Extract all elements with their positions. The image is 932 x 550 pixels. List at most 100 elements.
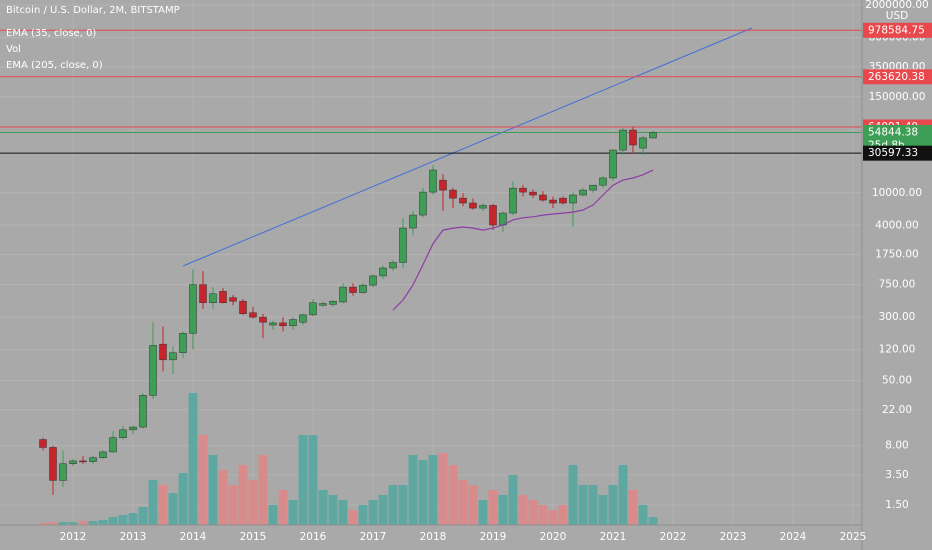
candle-body [369, 275, 377, 286]
price-label-box [863, 22, 932, 38]
volume-bar [488, 490, 498, 525]
volume-bar [328, 495, 338, 525]
candle-body [259, 316, 267, 323]
chart-title: Bitcoin / U.S. Dollar, 2M, BITSTAMP [6, 5, 180, 16]
candle-body [149, 345, 157, 396]
candle-body [429, 169, 437, 193]
legend-entry: Vol [6, 44, 21, 55]
volume-bar [178, 473, 188, 525]
volume-bar [408, 455, 418, 525]
candle-body [479, 205, 487, 209]
volume-bar [358, 505, 368, 525]
volume-bar [468, 485, 478, 525]
volume-bar [478, 500, 488, 525]
candle-body [209, 293, 217, 304]
candle-body [39, 439, 47, 448]
volume-bar [38, 523, 48, 525]
candle-body [69, 460, 77, 464]
candle-body [589, 184, 597, 191]
volume [38, 393, 658, 525]
ema-line [392, 169, 654, 311]
y-tick-label: 10000.00 [872, 187, 922, 199]
volume-bar [518, 495, 528, 525]
volume-bar [308, 435, 318, 525]
candle-body [359, 284, 367, 293]
candle-body [489, 205, 497, 226]
volume-bar [148, 480, 158, 525]
volume-bar [318, 490, 328, 525]
y-tick-label: 4000.00 [875, 219, 918, 231]
volume-bar [88, 521, 98, 525]
y-tick-label: 1.50 [885, 499, 908, 511]
volume-bar [258, 455, 268, 525]
candle-body [399, 227, 407, 263]
candle-body [169, 352, 177, 361]
y-tick-label: 8.00 [885, 440, 908, 452]
x-tick-label: 2013 [120, 531, 147, 543]
x-tick-label: 2023 [720, 531, 747, 543]
candle-body [549, 199, 557, 204]
volume-bar [528, 500, 538, 525]
volume-bar [558, 505, 568, 525]
volume-bar [158, 485, 168, 525]
candle-body [109, 437, 117, 453]
y-tick-label: 2000000.00 [865, 0, 928, 11]
volume-bar [588, 485, 598, 525]
candle-body [449, 189, 457, 199]
volume-bar [448, 465, 458, 525]
price-label-box [863, 145, 932, 161]
candle-body [279, 322, 287, 327]
volume-bar [68, 522, 78, 525]
volume-bar [128, 513, 138, 525]
candle-body [349, 286, 357, 293]
x-tick-label: 2019 [480, 531, 507, 543]
candle-body [329, 300, 337, 305]
volume-bar [218, 470, 228, 525]
trend-line [182, 27, 753, 267]
volume-bar [368, 500, 378, 525]
x-tick-label: 2014 [180, 531, 207, 543]
candle-body [239, 300, 247, 315]
x-tick-label: 2024 [780, 531, 807, 543]
candle-body [319, 303, 327, 306]
candle-body [99, 451, 107, 458]
candle-body [299, 314, 307, 323]
volume-bar [108, 517, 118, 525]
price-lines [0, 29, 862, 154]
x-tick-label: 2018 [420, 531, 447, 543]
volume-bar [618, 465, 628, 525]
volume-bar [48, 522, 58, 525]
candle-body [529, 191, 537, 196]
volume-bar [438, 453, 448, 525]
price-label-box [863, 69, 932, 85]
volume-bar [208, 455, 218, 525]
volume-bar [278, 490, 288, 525]
candle-body [569, 194, 577, 204]
candle-body [199, 284, 207, 304]
volume-bar [598, 495, 608, 525]
volume-bar [118, 515, 128, 525]
y-tick-label: 22.00 [882, 404, 912, 416]
y-tick-label: 750.00 [879, 279, 916, 291]
y-tick-label: 50.00 [882, 375, 912, 387]
volume-bar [288, 500, 298, 525]
candle-body [89, 457, 97, 462]
volume-bar [58, 522, 68, 525]
candle-body [339, 286, 347, 303]
candle-body [389, 262, 397, 269]
candle-body [519, 187, 527, 193]
x-tick-label: 2016 [300, 531, 327, 543]
x-tick-label: 2025 [840, 531, 867, 543]
volume-bar [188, 393, 198, 525]
candle-body [159, 343, 167, 361]
candle-body [249, 312, 257, 318]
volume-bar [608, 485, 618, 525]
volume-bar [138, 507, 148, 525]
volume-bar [248, 480, 258, 525]
candle-body [269, 322, 277, 326]
candle-body [219, 291, 227, 304]
legend-entry: EMA (35, close, 0) [6, 28, 96, 39]
y-tick-label: 1750.00 [875, 249, 918, 261]
